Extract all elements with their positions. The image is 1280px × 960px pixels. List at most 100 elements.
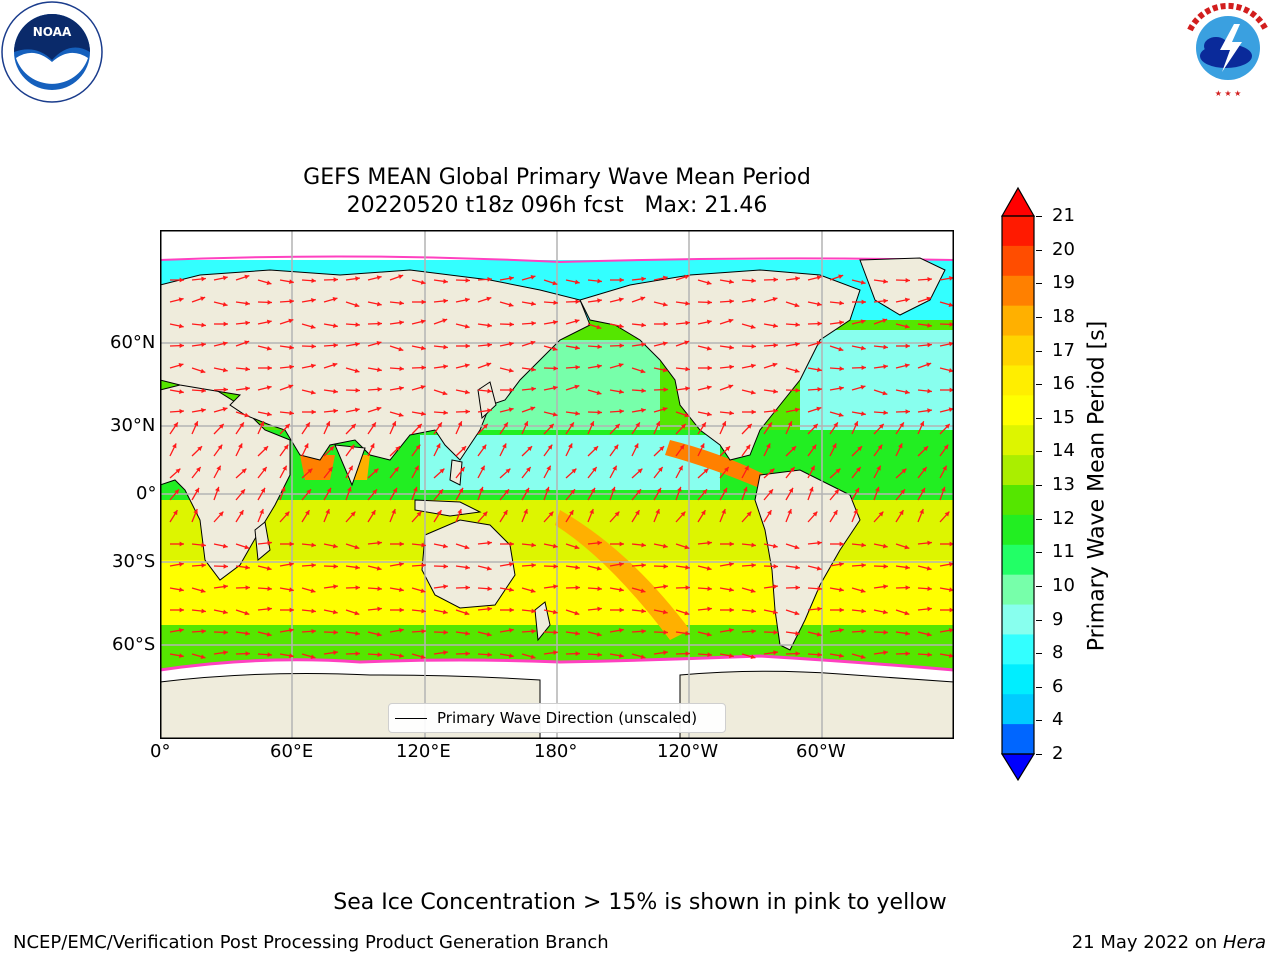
- wave-arrow-head: [332, 362, 338, 368]
- wave-arrow-head: [222, 543, 228, 549]
- colorbar-segment: [1002, 514, 1034, 546]
- wave-arrow-head: [289, 298, 294, 304]
- colorbar-segment: [1002, 335, 1034, 366]
- wave-arrow-head: [729, 279, 734, 285]
- wave-arrow-head: [861, 628, 866, 634]
- wave-arrow-head: [773, 584, 778, 590]
- wave-arrow-head: [487, 276, 492, 282]
- wave-arrow-head: [900, 489, 905, 495]
- wave-arrow-head: [173, 510, 178, 516]
- wave-arrow-head: [443, 298, 448, 304]
- wave-arrow-head: [684, 412, 690, 418]
- wave-arrow-head: [663, 563, 668, 569]
- wave-arrow-head: [179, 541, 184, 547]
- wave-arrow-head: [509, 587, 514, 593]
- wave-arrow-head: [372, 489, 377, 495]
- colorbar-label: Primary Wave Mean Period [s]: [1084, 320, 1110, 652]
- wave-arrow-head: [619, 587, 624, 593]
- wave-arrow-head: [641, 562, 646, 568]
- wave-arrow-head: [685, 630, 690, 636]
- wave-arrow-head: [377, 386, 382, 392]
- wave-arrow-head: [706, 631, 712, 637]
- wave-arrow-head: [614, 511, 620, 517]
- lat-label-30n: 30°N: [110, 415, 156, 436]
- wave-arrow-head: [663, 584, 668, 590]
- wave-arrow-head: [201, 322, 206, 328]
- colorbar-tick-label: 13: [1052, 474, 1075, 495]
- colorbar-segment: [1002, 634, 1034, 665]
- wave-arrow-head: [773, 408, 778, 414]
- wave-arrow-head: [878, 511, 884, 517]
- wave-arrow-head: [222, 367, 228, 373]
- wave-arrow-head: [546, 465, 551, 471]
- wave-arrow-head: [839, 627, 844, 633]
- wave-arrow-head: [729, 344, 734, 350]
- wave-arrow-head: [442, 318, 448, 323]
- wave-arrow-head: [223, 387, 228, 393]
- wave-arrow-head: [531, 628, 536, 634]
- wave-arrow-head: [816, 275, 822, 281]
- wave-arrow-head: [795, 276, 800, 282]
- wave-arrow-head: [949, 275, 954, 281]
- wave-arrow-head: [289, 344, 294, 350]
- wave-arrow-head: [839, 385, 844, 391]
- lat-label-60n: 60°N: [110, 332, 156, 353]
- wave-arrow-head: [589, 421, 595, 427]
- wave-arrow-head: [635, 510, 640, 516]
- colorbar-tick-mark: [1036, 585, 1042, 587]
- wave-arrow-head: [795, 630, 800, 636]
- wave-arrow-head: [721, 421, 727, 427]
- wave-arrow-head: [464, 297, 470, 303]
- wave-arrow-head: [329, 446, 335, 452]
- wave-arrow-head: [860, 588, 866, 593]
- wave-arrow-head: [746, 423, 752, 429]
- wave-arrow-head: [707, 365, 712, 371]
- wave-arrow-head: [725, 446, 731, 452]
- lon-label-120e: 120°E: [396, 741, 451, 762]
- wave-arrow-head: [421, 365, 426, 371]
- wave-arrow-head: [552, 543, 558, 549]
- wave-arrow-head: [839, 541, 844, 547]
- wave-arrow-head: [196, 466, 201, 472]
- colorbar-segment: [1002, 216, 1034, 247]
- wave-arrow-head: [328, 466, 333, 472]
- wave-arrow-head: [904, 544, 910, 550]
- wave-arrow-head: [553, 319, 558, 325]
- wave-arrow-head: [350, 511, 356, 517]
- colorbar-segment: [1002, 245, 1034, 277]
- wave-arrow-head: [415, 444, 421, 450]
- wave-arrow-head: [662, 275, 668, 281]
- wave-arrow-head: [724, 466, 729, 472]
- chart-subtitle: 20220520 t18z 096h fcst Max: 21.46: [346, 193, 768, 218]
- wave-arrow-head: [833, 422, 838, 428]
- wave-arrow-head: [729, 653, 734, 659]
- wave-arrow-head: [222, 275, 228, 281]
- wave-arrow-head: [399, 587, 404, 593]
- wave-arrow-head: [284, 423, 290, 429]
- wave-arrow-head: [178, 323, 184, 329]
- colorbar-tick-mark: [1036, 283, 1042, 285]
- wave-arrow-head: [751, 297, 756, 303]
- wave-arrow-head: [948, 367, 954, 373]
- wave-arrow-head: [179, 587, 184, 593]
- wave-arrow-head: [904, 389, 910, 395]
- wave-arrow-head: [772, 609, 778, 615]
- antarctic-land: [160, 670, 954, 739]
- footer-left: NCEP/EMC/Verification Post Processing Pr…: [13, 932, 609, 953]
- wave-arrow-head: [377, 540, 382, 546]
- wave-arrow-head: [876, 465, 881, 471]
- wave-arrow-head: [437, 422, 442, 428]
- wave-arrow-head: [311, 297, 316, 303]
- colorbar-segment: [1002, 724, 1034, 755]
- wave-arrow-head: [655, 421, 661, 427]
- wave-arrow-head: [857, 446, 863, 452]
- wave-arrow-head: [354, 302, 360, 308]
- wave-arrow-head: [677, 486, 682, 492]
- wave-arrow-head: [707, 299, 712, 305]
- wave-arrow-head: [882, 318, 888, 323]
- wave-arrow-head: [949, 627, 954, 633]
- wave-arrow-head: [636, 489, 641, 495]
- colorbar-tick-mark: [1036, 686, 1042, 688]
- wave-arrow-head: [729, 607, 734, 613]
- wave-arrow-head: [245, 630, 250, 636]
